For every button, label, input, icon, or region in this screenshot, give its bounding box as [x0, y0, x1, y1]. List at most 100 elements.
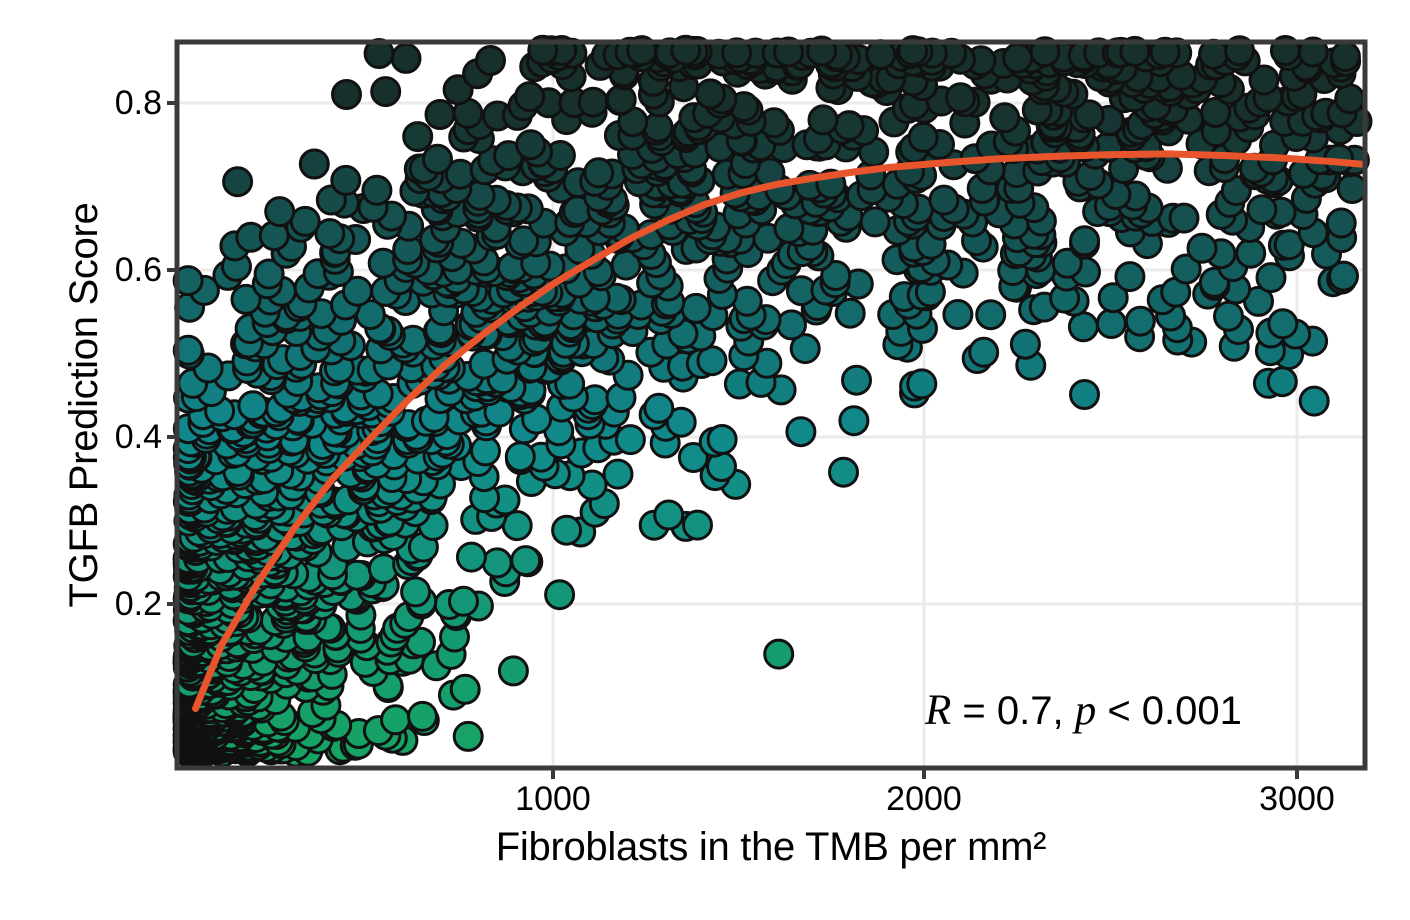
- scatter-point: [653, 499, 685, 531]
- y-tick-label-0-2: 0.2: [114, 585, 162, 623]
- scatter-point: [510, 545, 542, 577]
- y-tick-label-0-8: 0.8: [114, 84, 162, 122]
- scatter-point: [390, 42, 422, 74]
- scatter-point: [602, 458, 634, 490]
- annotation-variable: R: [925, 687, 952, 734]
- scatter-point: [706, 424, 738, 455]
- scatter-point: [838, 405, 870, 437]
- scatter-point: [945, 82, 976, 114]
- scatter-point: [448, 585, 479, 617]
- scatter-point: [694, 78, 726, 110]
- scatter-point: [789, 333, 821, 365]
- scatter-point: [449, 673, 481, 705]
- scatter-point: [721, 37, 753, 69]
- scatter-point: [422, 143, 453, 175]
- scatter-point: [1069, 225, 1101, 257]
- scatter-point: [1069, 379, 1100, 410]
- scatter-point: [763, 638, 795, 670]
- scatter-point: [907, 121, 939, 153]
- scatter-point: [424, 99, 456, 130]
- scatter-point: [643, 392, 675, 424]
- scatter-point: [1073, 99, 1105, 131]
- scatter-point: [172, 334, 204, 366]
- annotation-variable: p: [1074, 687, 1097, 734]
- scatter-point: [680, 292, 712, 324]
- scatter-point: [380, 704, 411, 736]
- scatter-point: [298, 148, 330, 180]
- annotation-text: = 0.7,: [951, 689, 1075, 733]
- scatter-point: [253, 258, 285, 290]
- scatter-point: [776, 309, 807, 341]
- correlation-annotation: R = 0.7, p < 0.001: [925, 686, 1295, 736]
- scatter-point: [172, 265, 204, 297]
- scatter-point: [906, 368, 938, 400]
- scatter-point: [230, 283, 262, 315]
- scatter-point: [1246, 194, 1278, 226]
- y-tick-label-0-4: 0.4: [114, 418, 162, 456]
- scatter-point: [330, 164, 362, 196]
- scatter-point: [834, 297, 866, 329]
- scatter-point: [452, 720, 484, 752]
- scatter-point: [1029, 36, 1061, 68]
- scatter-point: [1248, 64, 1280, 96]
- annotation-text: < 0.001: [1096, 689, 1242, 733]
- scatter-point: [514, 81, 546, 113]
- scatter-point: [515, 129, 547, 161]
- scatter-point: [1170, 253, 1202, 285]
- scatter-point: [975, 299, 1007, 331]
- scatter-point: [1329, 41, 1361, 72]
- x-tick-label-3000: 3000: [1259, 780, 1335, 818]
- scatter-point: [828, 456, 859, 488]
- scatter-point: [642, 111, 674, 143]
- scatter-point: [222, 166, 254, 198]
- scatter-point: [1213, 300, 1244, 332]
- scatter-points-layer: [172, 34, 1373, 768]
- scatter-point: [497, 655, 529, 687]
- scatter-point: [331, 79, 362, 110]
- scatter-point: [928, 184, 960, 216]
- x-tick-label-1000: 1000: [515, 780, 591, 818]
- scatter-point: [1235, 237, 1267, 269]
- scatter-point: [1097, 282, 1129, 314]
- scatter-point: [1149, 36, 1181, 68]
- scatter-point: [1328, 260, 1359, 292]
- scatter-point: [342, 275, 373, 307]
- scatter-point: [942, 299, 974, 330]
- y-tick-label-0-6: 0.6: [114, 251, 162, 289]
- scatter-point: [833, 110, 865, 142]
- scatter-point: [481, 547, 513, 579]
- scatter-point: [1273, 229, 1305, 261]
- scatter-point: [1168, 202, 1200, 234]
- scatter-point: [1266, 366, 1298, 398]
- scatter-point: [1124, 305, 1156, 337]
- scatter-point: [407, 700, 438, 732]
- scatter-point: [841, 364, 872, 396]
- scatter-point: [1298, 385, 1330, 417]
- scatter-point: [551, 514, 583, 546]
- scatter-point: [1336, 173, 1368, 204]
- scatter-point: [614, 424, 646, 456]
- scatter-point: [264, 196, 296, 228]
- scatter-point: [583, 157, 615, 189]
- y-axis-title: TGFB Prediction Score: [62, 202, 106, 608]
- scatter-point: [682, 509, 713, 541]
- scatter-point: [1095, 308, 1127, 339]
- axis-ticks: [167, 101, 1299, 779]
- scatter-point: [968, 336, 1000, 368]
- scatter-point: [820, 260, 852, 291]
- scatter-point: [475, 45, 506, 76]
- scatter-point: [577, 86, 609, 118]
- scatter-point: [400, 576, 432, 608]
- scatter-point: [501, 510, 533, 542]
- scatter-point: [504, 441, 536, 473]
- scatter-point: [370, 76, 402, 108]
- scatter-point: [289, 205, 321, 237]
- x-axis-title: Fibroblasts in the TMB per mm²: [495, 825, 1047, 869]
- panel-border: [174, 39, 1368, 771]
- scatter-point: [773, 36, 804, 68]
- scatter-point: [1002, 42, 1034, 74]
- scatter-point: [1067, 311, 1099, 343]
- scatter-point: [1009, 328, 1041, 360]
